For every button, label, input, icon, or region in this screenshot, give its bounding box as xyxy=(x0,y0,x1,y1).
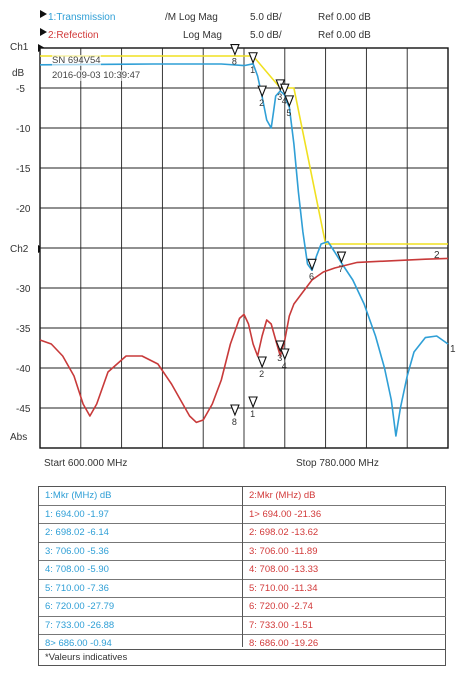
table-row: 8> 686.00 -0.94 xyxy=(45,638,112,649)
trace1-end-label: 1 xyxy=(450,344,456,355)
y-tick: -10 xyxy=(16,124,31,135)
table-row: 4: 708.00 -5.90 xyxy=(39,561,242,580)
table-header: 1:Mkr (MHz) dB xyxy=(39,487,242,506)
trace1-ref[interactable]: Ref 0.00 dB xyxy=(318,12,371,23)
ch1-label: Ch1 xyxy=(10,42,29,53)
y-tick: -30 xyxy=(16,284,31,295)
serial-number: SN 694V54 xyxy=(52,55,101,66)
reflection-marker xyxy=(248,396,258,409)
transmission-marker-label: 5 xyxy=(286,108,291,118)
table-row: 5: 710.00 -11.34 xyxy=(243,580,446,598)
y-tick: -20 xyxy=(16,204,31,215)
ch2-label: Ch2 xyxy=(10,244,29,255)
table-row: 3: 706.00 -11.89 xyxy=(243,543,446,561)
table-header: 2:Mkr (MHz) dB xyxy=(243,487,446,506)
marker-table: 1:Mkr (MHz) dB 1: 694.00 -1.97 2: 698.02… xyxy=(38,486,446,666)
reflection-marker xyxy=(279,348,290,361)
transmission-marker-label: 7 xyxy=(338,264,343,274)
reflection-marker xyxy=(257,356,267,369)
transmission-marker xyxy=(279,83,290,96)
trace2-end-label: 2 xyxy=(434,250,440,261)
reflection-marker-label: 1 xyxy=(250,409,255,419)
trace2-indicator-icon xyxy=(40,28,47,36)
stop-frequency[interactable]: Stop 780.000 MHz xyxy=(296,458,379,469)
table-row: 7: 733.00 -26.88 xyxy=(39,617,242,635)
reflection-trace xyxy=(39,257,449,424)
y-tick: -45 xyxy=(16,404,31,415)
trace2-ref[interactable]: Ref 0.00 dB xyxy=(318,30,371,41)
start-frequency[interactable]: Start 600.000 MHz xyxy=(44,458,128,469)
y-tick: -5 xyxy=(16,84,25,95)
trace1-format[interactable]: /M Log Mag xyxy=(165,12,218,23)
transmission-marker-label: 2 xyxy=(259,98,264,108)
trace2-format[interactable]: Log Mag xyxy=(183,30,222,41)
y-tick: -40 xyxy=(16,364,31,375)
reflection-marker-label: 2 xyxy=(259,369,264,379)
timestamp: 2016-09-03 10:39:47 xyxy=(52,70,141,81)
y-tick: -35 xyxy=(16,324,31,335)
y-unit-label: dB xyxy=(12,68,25,79)
transmission-marker xyxy=(307,258,317,271)
transmission-marker-column: 1:Mkr (MHz) dB 1: 694.00 -1.97 2: 698.02… xyxy=(39,487,243,649)
trace2-name[interactable]: 2:Refection xyxy=(48,30,99,41)
transmission-marker-label: 3 xyxy=(277,92,282,102)
transmission-marker xyxy=(230,43,240,57)
transmission-marker-label: 6 xyxy=(309,271,314,281)
table-row: 3: 706.00 -5.36 xyxy=(39,543,242,561)
table-row: 4: 708.00 -13.33 xyxy=(243,561,446,580)
footnote: *Valeurs indicatives xyxy=(39,649,445,665)
table-row: 1> 694.00 -21.36 xyxy=(243,506,446,524)
transmission-marker xyxy=(257,85,267,98)
grid xyxy=(39,47,449,449)
transmission-marker-label: 1 xyxy=(250,65,255,75)
table-row: 7: 733.00 -1.51 xyxy=(243,617,446,635)
table-row: 8: 686.00 -19.26 xyxy=(249,638,319,649)
reflection-marker-column: 2:Mkr (MHz) dB 1> 694.00 -21.36 2: 698.0… xyxy=(243,487,446,649)
trace1-scale[interactable]: 5.0 dB/ xyxy=(250,12,282,23)
trace1-indicator-icon xyxy=(40,10,47,18)
transmission-marker-label: 4 xyxy=(282,96,287,106)
transmission-marker xyxy=(284,95,295,108)
reflection-marker-label: 4 xyxy=(282,361,287,371)
abs-label: Abs xyxy=(10,432,28,443)
y-tick: -15 xyxy=(16,164,31,175)
reflection-marker-label: 8 xyxy=(232,417,237,427)
reflection-marker xyxy=(230,404,240,417)
reflection-marker-label: 3 xyxy=(277,353,282,363)
trace2-scale[interactable]: 5.0 dB/ xyxy=(250,30,282,41)
trace1-name[interactable]: 1:Transmission xyxy=(48,12,116,23)
table-row: 5: 710.00 -7.36 xyxy=(39,580,242,598)
transmission-marker-label: 8 xyxy=(232,57,237,67)
transmission-marker xyxy=(248,52,258,65)
table-row: 6: 720.00 -2.74 xyxy=(243,598,446,617)
table-row: 2: 698.02 -6.14 xyxy=(39,524,242,543)
table-row: 6: 720.00 -27.79 xyxy=(39,598,242,617)
reflection-marker xyxy=(275,340,286,353)
table-row: 2: 698.02 -13.62 xyxy=(243,524,446,543)
table-row: 1: 694.00 -1.97 xyxy=(39,506,242,524)
transmission-marker xyxy=(336,251,347,264)
